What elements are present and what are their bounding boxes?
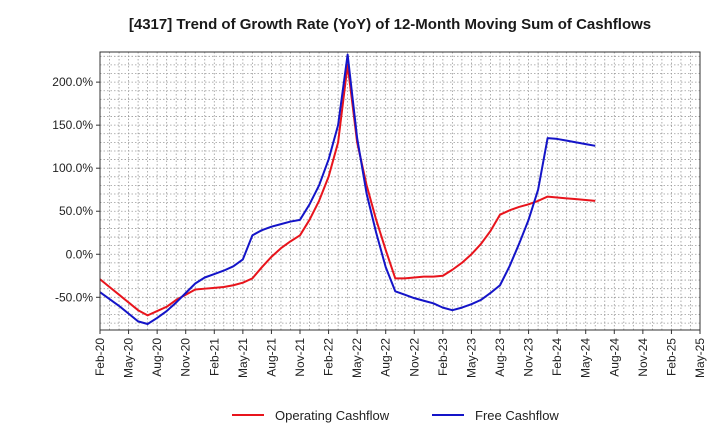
x-tick-label: Aug-24: [607, 338, 621, 377]
x-tick-label: Feb-23: [436, 338, 450, 376]
legend-label-operating-cashflow: Operating Cashflow: [275, 408, 390, 423]
x-tick-label: Feb-21: [207, 338, 221, 376]
series-line-free-cashflow: [99, 53, 596, 325]
x-tick-label: Feb-24: [550, 338, 564, 376]
x-tick-label: May-23: [464, 338, 478, 378]
x-axis: Feb-20 May-20 Aug-20 Nov-20 Feb-21 May-21 Aug-…: [93, 330, 707, 378]
y-tick-label: 100.0%: [52, 161, 93, 175]
x-tick-label: Nov-23: [522, 338, 536, 377]
x-tick-label: May-21: [236, 338, 250, 378]
x-tick-label: Feb-22: [322, 338, 336, 376]
x-tick-label: Feb-25: [664, 338, 678, 376]
y-tick-label: -50.0%: [55, 290, 93, 304]
x-tick-label: Nov-21: [293, 338, 307, 377]
grid: [100, 52, 700, 330]
y-axis: -50.0% 0.0% 50.0% 100.0% 150.0% 200.0%: [52, 75, 100, 304]
x-tick-label: Aug-23: [493, 338, 507, 377]
x-tick-label: Aug-20: [150, 338, 164, 377]
x-tick-label: May-20: [122, 338, 136, 378]
chart-title: [4317] Trend of Growth Rate (YoY) of 12-…: [129, 16, 651, 33]
x-tick-label: Nov-20: [179, 338, 193, 377]
legend-label-free-cashflow: Free Cashflow: [475, 408, 559, 423]
series-group: [99, 53, 596, 325]
x-tick-label: Aug-22: [379, 338, 393, 377]
x-tick-label: Nov-24: [636, 338, 650, 377]
y-tick-label: 0.0%: [66, 247, 94, 261]
x-tick-label: May-24: [579, 338, 593, 378]
x-tick-label: Feb-20: [93, 338, 107, 376]
x-tick-label: May-22: [350, 338, 364, 378]
x-tick-label: May-25: [693, 338, 707, 378]
x-tick-label: Aug-21: [264, 338, 278, 377]
y-tick-label: 150.0%: [52, 118, 93, 132]
legend: Operating Cashflow Free Cashflow: [232, 408, 559, 423]
plot-area: [99, 51, 701, 331]
y-tick-label: 200.0%: [52, 75, 93, 89]
y-tick-label: 50.0%: [59, 204, 93, 218]
x-tick-label: Nov-22: [407, 338, 421, 377]
